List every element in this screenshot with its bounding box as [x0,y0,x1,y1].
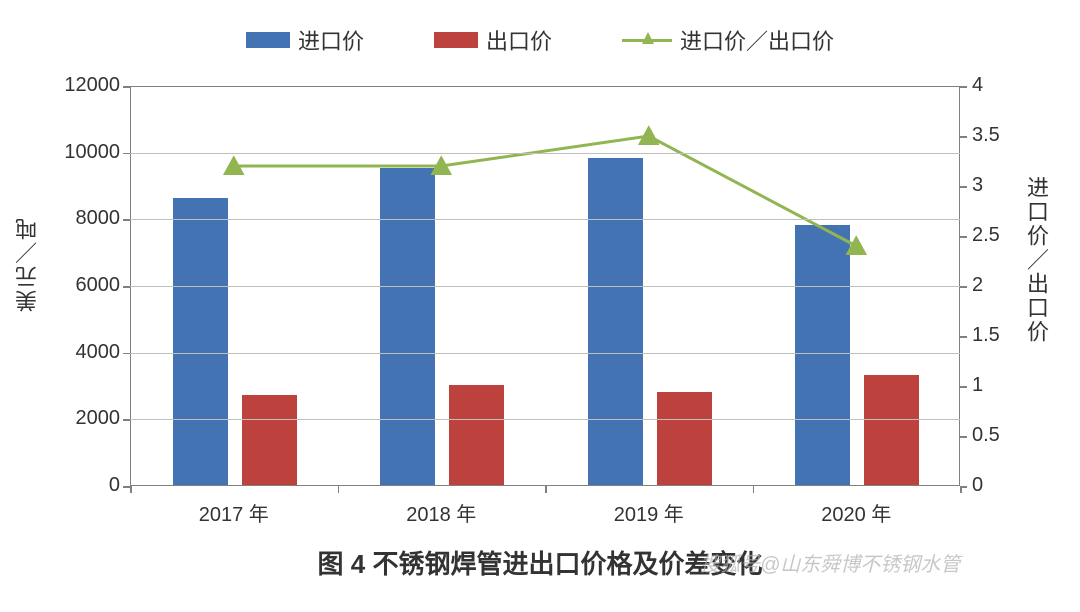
x-tick [130,486,132,493]
y2-tick-label: 1 [972,374,1022,397]
y-tick-label: 10000 [50,141,120,164]
gridline [130,286,960,287]
y2-tick [960,436,967,438]
y-tick [123,153,130,155]
y2-tick-label: 1.5 [972,324,1022,347]
y2-tick-label: 0.5 [972,424,1022,447]
y2-tick [960,186,967,188]
y2-tick [960,336,967,338]
legend: 进口价 出口价 进口价／出口价 [0,24,1080,56]
gridline [130,153,960,154]
legend-swatch-ratio [622,31,672,49]
y-tick [123,486,130,488]
y-tick [123,286,130,288]
x-tick [545,486,547,493]
bar-export [242,395,297,485]
legend-swatch-export [434,32,478,48]
legend-label-import: 进口价 [298,24,364,56]
y2-tick [960,236,967,238]
y-tick-label: 8000 [50,207,120,230]
legend-swatch-import [246,32,290,48]
x-tick [753,486,755,493]
legend-label-ratio: 进口价／出口价 [680,24,834,56]
y-tick-label: 6000 [50,274,120,297]
gridline [130,419,960,420]
y-axis-label-right: 进口价／出口价 [1020,176,1052,344]
gridline [130,219,960,220]
y-tick-label: 2000 [50,407,120,430]
y2-tick-label: 0 [972,474,1022,497]
y-tick [123,219,130,221]
y-tick-label: 0 [50,474,120,497]
y-tick-label: 4000 [50,341,120,364]
legend-item-import: 进口价 [246,24,364,56]
y2-tick-label: 3 [972,174,1022,197]
y-tick [123,86,130,88]
x-tick [338,486,340,493]
legend-item-ratio: 进口价／出口价 [622,24,834,56]
legend-item-export: 出口价 [434,24,552,56]
bar-import [380,168,435,485]
y-tick [123,353,130,355]
legend-label-export: 出口价 [486,24,552,56]
y2-tick [960,136,967,138]
x-tick-label: 2019 年 [614,498,684,527]
watermark: 搜狐号@山东舜博不锈钢水管 [700,548,960,577]
watermark-brand: 搜狐号 [700,554,760,576]
y2-tick [960,286,967,288]
y2-tick-label: 2 [972,274,1022,297]
y2-tick [960,86,967,88]
y-tick-label: 12000 [50,74,120,97]
x-tick-label: 2017 年 [199,498,269,527]
x-tick-label: 2020 年 [821,498,891,527]
y-axis-label-left: 美元／吨 [12,216,44,312]
y2-tick-label: 3.5 [972,124,1022,147]
bar-export [449,385,504,485]
gridline [130,353,960,354]
bar-export [864,375,919,485]
x-tick [960,486,962,493]
watermark-account: @山东舜博不锈钢水管 [760,554,960,576]
bar-import [795,225,850,485]
y2-tick [960,386,967,388]
bar-import [588,158,643,485]
x-tick-label: 2018 年 [406,498,476,527]
y-tick [123,419,130,421]
bar-export [657,392,712,485]
chart-container: 进口价 出口价 进口价／出口价 美元／吨 进口价／出口价 图 4 不锈钢焊管进出… [0,0,1080,612]
y2-tick-label: 4 [972,74,1022,97]
bar-import [173,198,228,485]
y2-tick-label: 2.5 [972,224,1022,247]
